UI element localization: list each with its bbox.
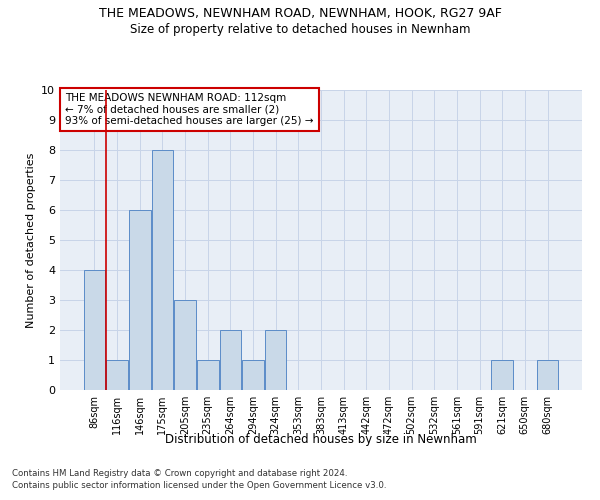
Y-axis label: Number of detached properties: Number of detached properties <box>26 152 35 328</box>
Bar <box>265 330 286 390</box>
Bar <box>242 360 264 390</box>
Bar <box>152 150 173 390</box>
Bar <box>175 300 196 390</box>
Text: Contains public sector information licensed under the Open Government Licence v3: Contains public sector information licen… <box>12 481 386 490</box>
Bar <box>84 270 105 390</box>
Text: Size of property relative to detached houses in Newnham: Size of property relative to detached ho… <box>130 22 470 36</box>
Text: THE MEADOWS NEWNHAM ROAD: 112sqm
← 7% of detached houses are smaller (2)
93% of : THE MEADOWS NEWNHAM ROAD: 112sqm ← 7% of… <box>65 93 314 126</box>
Bar <box>220 330 241 390</box>
Text: Contains HM Land Registry data © Crown copyright and database right 2024.: Contains HM Land Registry data © Crown c… <box>12 468 347 477</box>
Bar <box>129 210 151 390</box>
Bar <box>537 360 558 390</box>
Bar <box>197 360 218 390</box>
Bar <box>491 360 513 390</box>
Text: Distribution of detached houses by size in Newnham: Distribution of detached houses by size … <box>165 432 477 446</box>
Text: THE MEADOWS, NEWNHAM ROAD, NEWNHAM, HOOK, RG27 9AF: THE MEADOWS, NEWNHAM ROAD, NEWNHAM, HOOK… <box>98 8 502 20</box>
Bar <box>106 360 128 390</box>
